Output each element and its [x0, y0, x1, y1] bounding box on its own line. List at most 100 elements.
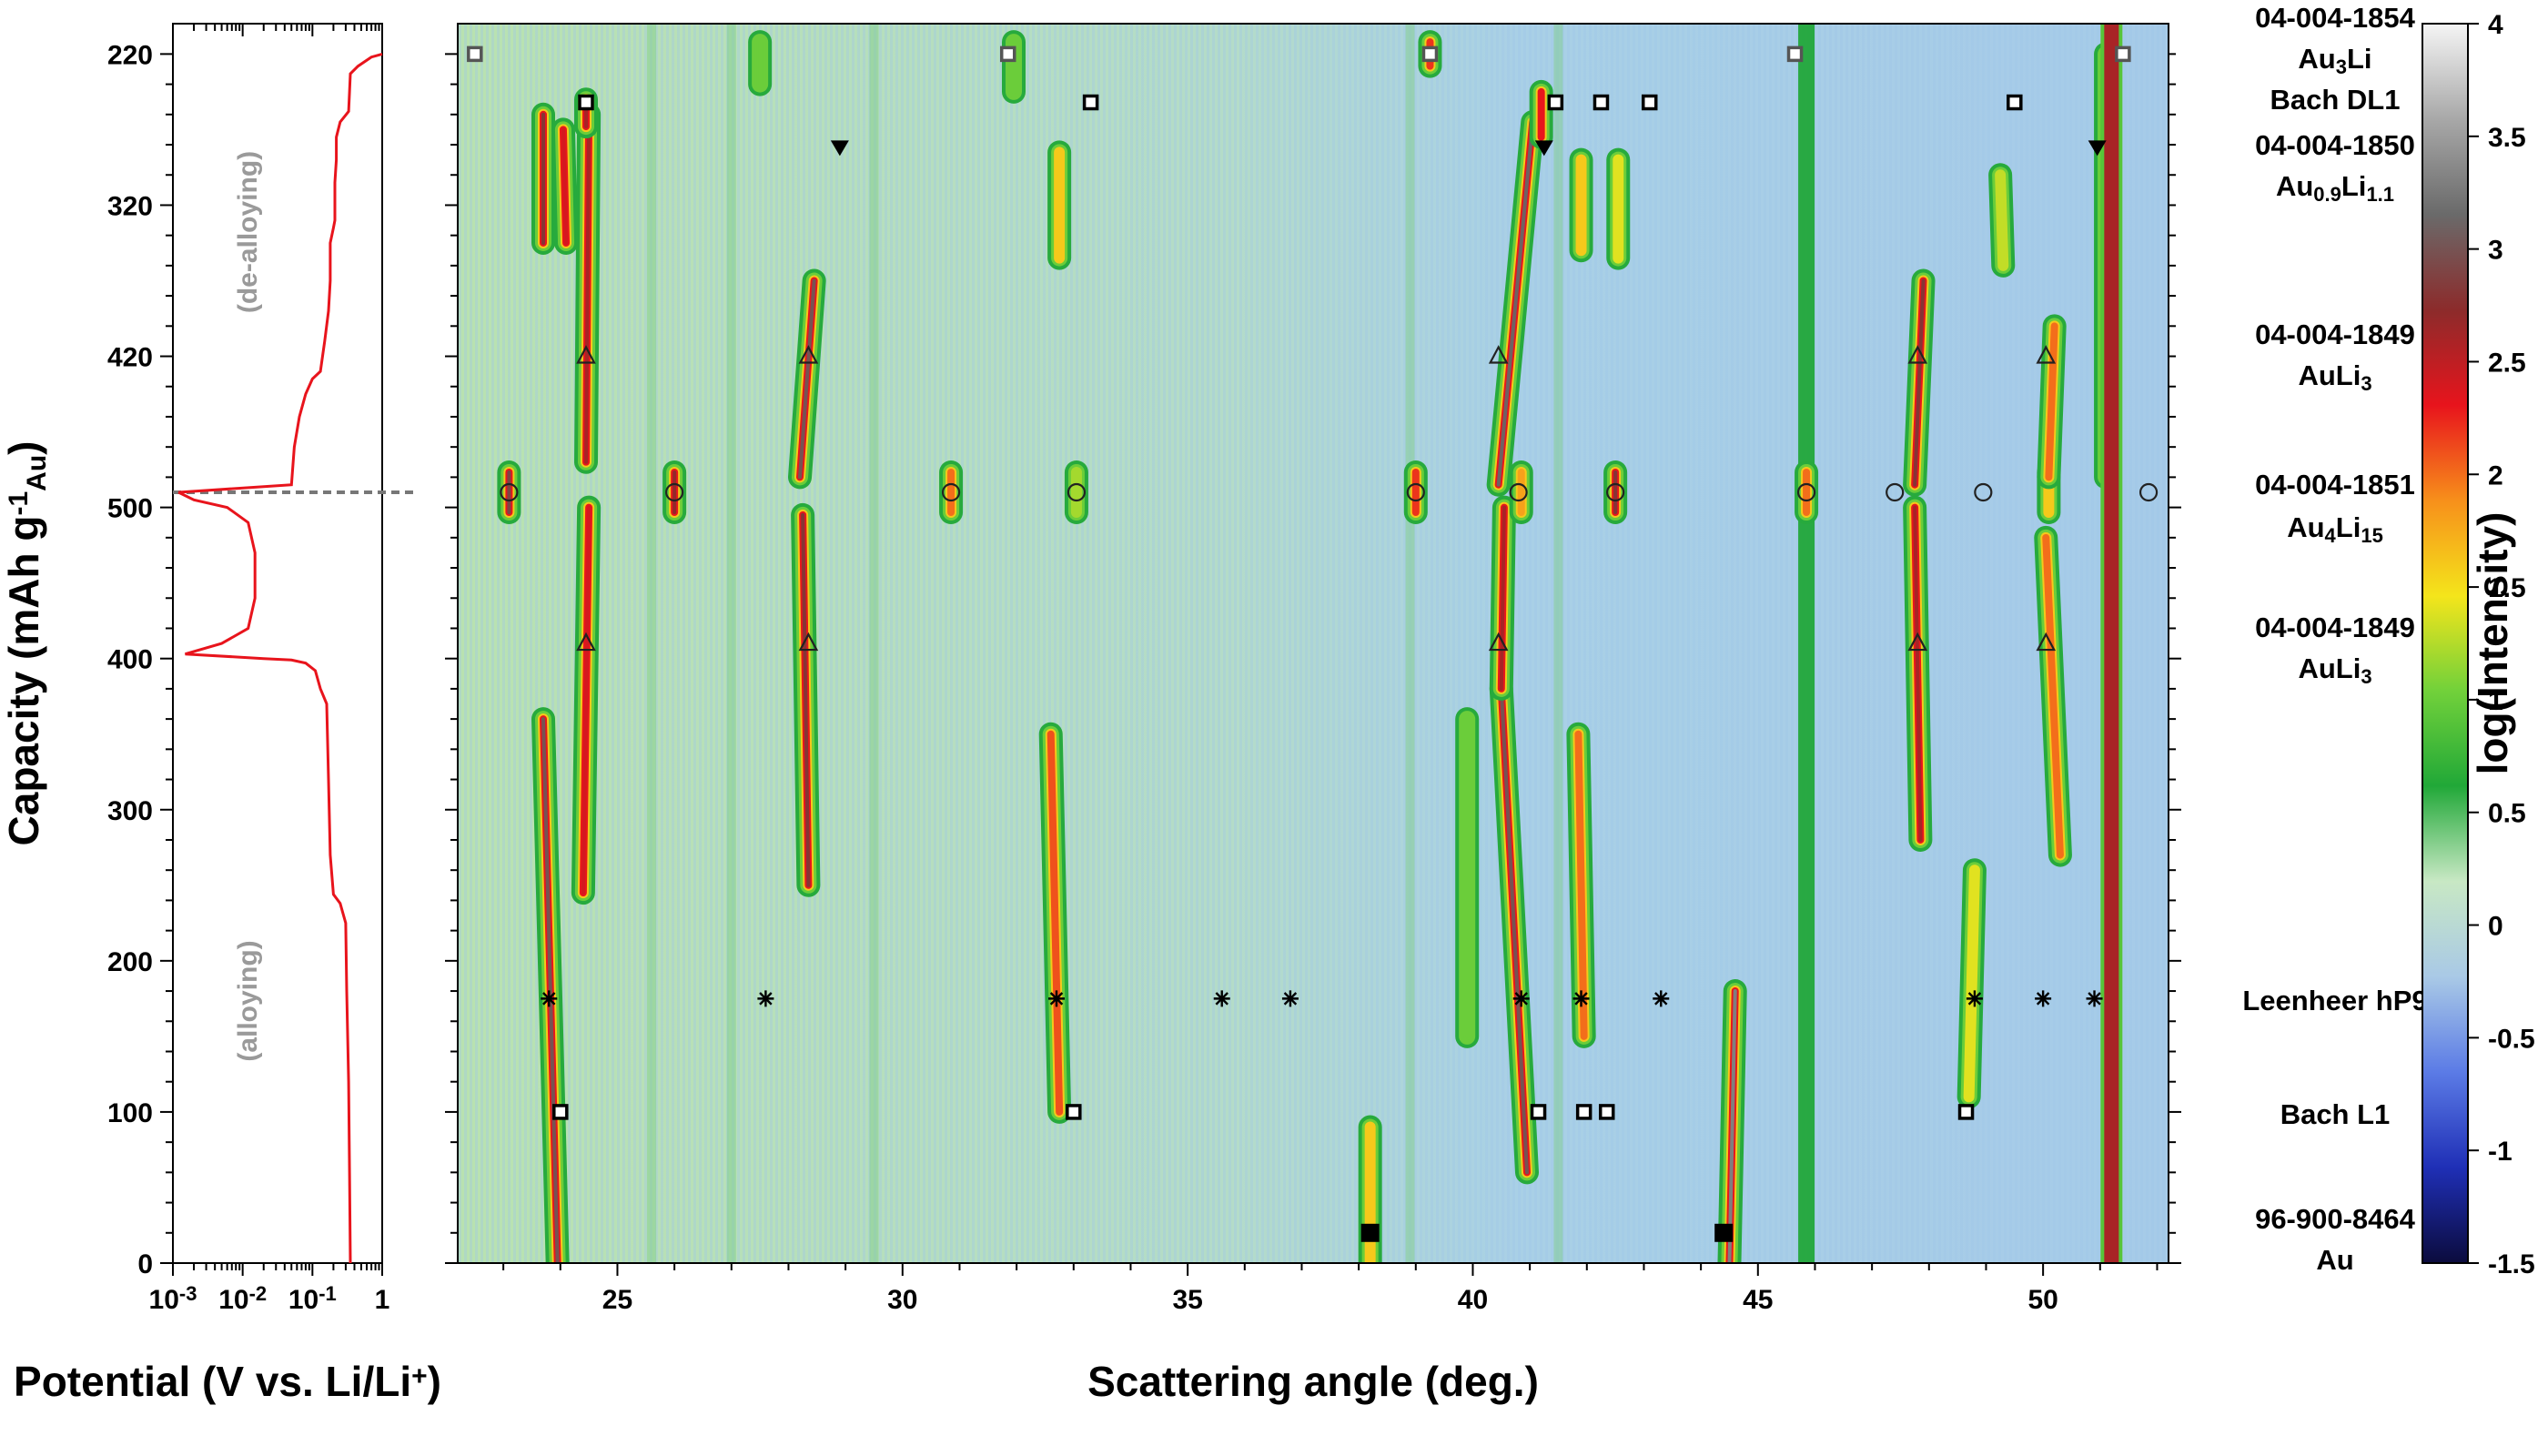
marker-open-triangle — [1488, 632, 1509, 652]
asterisk-stroke — [1514, 992, 1528, 1006]
phase-label: Leenheer hP9 — [2242, 985, 2427, 1016]
marker-open-triangle — [576, 632, 596, 652]
x-tick-label: 50 — [2027, 1285, 2058, 1315]
peak-trace-layer — [1576, 732, 1586, 1038]
peak-trace-layer — [1998, 173, 2006, 268]
background-band — [1405, 24, 1415, 1263]
circle-marker — [1406, 482, 1425, 502]
marker-filled-square — [1714, 1223, 1734, 1242]
circle-marker — [1606, 482, 1625, 502]
peak-trace — [1903, 268, 1936, 497]
marker-asterisk — [757, 990, 774, 1007]
triangle-marker — [798, 632, 819, 652]
y-tick-label: 0 — [137, 1249, 153, 1279]
label-part: AuLi — [2298, 652, 2361, 684]
marker-open-triangle — [576, 345, 596, 364]
title-part: Capacity (mAh g — [0, 516, 47, 846]
circle-marker — [1796, 482, 1816, 502]
phase-label-text: Leenheer hP9 — [2242, 985, 2427, 1016]
label-part: 04-004-1849 — [2255, 318, 2415, 350]
triangle-marker — [1488, 345, 1509, 364]
peak-trace-layer — [584, 112, 592, 464]
square-marker — [2115, 46, 2131, 63]
subscript: 3 — [2361, 372, 2371, 395]
marker-open-triangle — [798, 632, 819, 652]
marker-open-triangle — [2036, 632, 2057, 652]
x-tick-label: 30 — [887, 1285, 917, 1315]
y-tick-label: 320 — [107, 191, 153, 221]
peak-trace — [1988, 163, 2016, 278]
peak-trace — [571, 495, 602, 905]
square-marker — [1592, 94, 1610, 111]
marker-open-square-gray — [2115, 46, 2131, 63]
heatmap-noise — [458, 24, 2169, 1263]
circle-marker — [1886, 482, 1905, 502]
phase-label-text: 96-900-8464 — [2255, 1203, 2416, 1235]
marker-open-square — [578, 94, 594, 111]
phase-markers — [467, 46, 2159, 1242]
peak-trace-layer — [1048, 732, 1062, 1114]
colorbar-bar — [2422, 23, 2469, 1264]
strong-line — [2104, 24, 2119, 1263]
tick-base: 1 — [375, 1285, 390, 1315]
colorbar-tick-label: 2.5 — [2488, 348, 2526, 378]
marker-open-circle — [1067, 482, 1087, 502]
peak-trace — [2037, 314, 2067, 490]
marker-open-square — [1641, 94, 1658, 111]
phase-label-text: 04-004-1851 — [2255, 469, 2415, 500]
marker-open-circle — [1509, 482, 1528, 502]
marker-open-circle — [1406, 482, 1425, 502]
circle-marker — [2138, 482, 2159, 502]
marker-open-square — [1547, 94, 1564, 111]
peak-trace-layer — [1496, 120, 1535, 487]
tick-exponent: -3 — [179, 1282, 197, 1305]
colorbar-tick-label: 3 — [2488, 236, 2503, 266]
phase-label-text: 04-004-1850 — [2255, 129, 2415, 161]
colorbar: 4 3.5 3 2.5 2 1.5 1 0.5 0 -0.5 -1 -1.5 log(Intensity… — [2422, 10, 2535, 1279]
triangle-marker — [2036, 632, 2057, 652]
background-band — [647, 24, 657, 1263]
marker-open-circle — [1606, 482, 1625, 502]
marker-open-square-gray — [1786, 46, 1804, 63]
peak-trace-layer — [2047, 324, 2057, 480]
phase-label: 04-004-1850 Au0.9Li1.1 — [2255, 129, 2415, 206]
asterisk-stroke — [1967, 992, 1982, 1006]
heatmap — [458, 24, 2169, 1263]
background-band — [1553, 24, 1563, 1263]
marker-open-square — [552, 1104, 569, 1120]
y-tick-label: 500 — [107, 494, 153, 524]
marker-open-square — [1066, 1104, 1082, 1120]
square-marker — [552, 1104, 569, 1120]
marker-open-circle — [941, 482, 961, 502]
label-part: AuLi — [2298, 359, 2361, 391]
peak-trace-layer — [1499, 505, 1506, 691]
circle-marker — [1509, 482, 1528, 502]
square-marker — [1530, 1104, 1547, 1120]
marker-open-circle — [1974, 482, 1993, 502]
colorbar-tick-label: 4 — [2488, 10, 2503, 40]
peak-trace — [551, 117, 579, 255]
x-tick-label: 35 — [1172, 1285, 1202, 1315]
circle-marker — [665, 482, 684, 502]
label-part: Li — [2336, 511, 2361, 543]
marker-asterisk — [1048, 990, 1065, 1007]
peak-trace — [1486, 110, 1545, 497]
peak-trace-layer — [1913, 505, 1923, 842]
triangle-marker — [576, 632, 596, 652]
title-part: + — [411, 1361, 428, 1391]
colorbar-tick-label: 1.5 — [2488, 573, 2526, 603]
marker-open-circle — [1886, 482, 1905, 502]
circle-marker — [500, 482, 519, 502]
triangle-marker — [2036, 345, 2057, 364]
marker-asterisk — [1653, 990, 1670, 1007]
peak-trace-layer — [581, 505, 592, 895]
marker-open-square-gray — [467, 46, 483, 63]
title-part: ) — [428, 1358, 441, 1405]
marker-open-circle — [665, 482, 684, 502]
x-tick-label: 40 — [1458, 1285, 1488, 1315]
circle-marker — [1974, 482, 1993, 502]
asterisk-stroke — [1215, 992, 1228, 1006]
colorbar-tick-label: 3.5 — [2488, 123, 2526, 153]
marker-asterisk — [1281, 990, 1299, 1007]
marker-open-square — [1592, 94, 1610, 111]
